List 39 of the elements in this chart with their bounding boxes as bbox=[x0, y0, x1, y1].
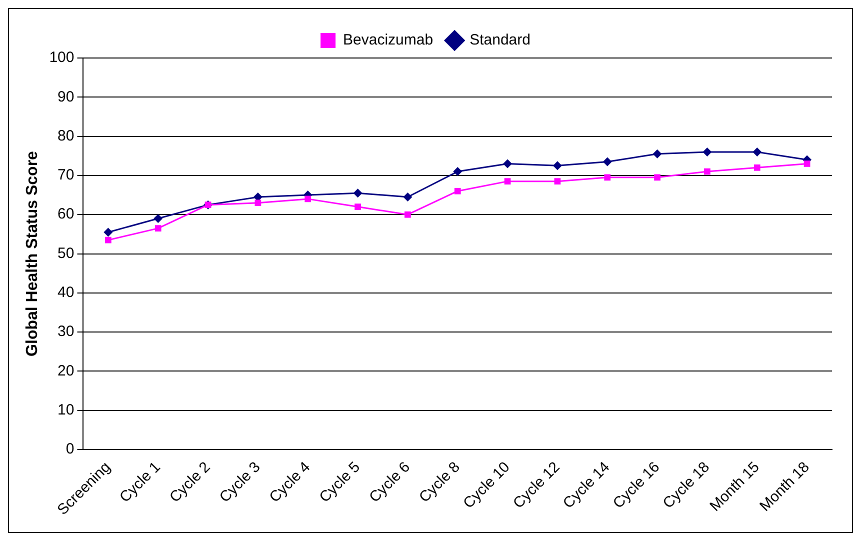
point bbox=[154, 214, 163, 224]
point bbox=[105, 236, 112, 244]
point bbox=[652, 149, 662, 158]
y-tick-label: 50 bbox=[58, 244, 74, 262]
point bbox=[604, 174, 611, 181]
point bbox=[754, 164, 760, 171]
y-tick-label: 30 bbox=[58, 323, 74, 340]
point bbox=[354, 204, 361, 210]
y-tick-label: 20 bbox=[58, 362, 74, 380]
point bbox=[453, 167, 462, 176]
point bbox=[104, 228, 113, 237]
point bbox=[704, 168, 710, 175]
point bbox=[552, 161, 562, 170]
y-tick-label: 80 bbox=[58, 127, 74, 144]
point bbox=[504, 178, 511, 185]
point bbox=[702, 147, 712, 156]
point bbox=[353, 188, 362, 198]
point bbox=[602, 157, 612, 166]
y-tick-label: 90 bbox=[58, 88, 74, 106]
point bbox=[752, 147, 762, 156]
point bbox=[154, 225, 162, 232]
y-tick-label: 10 bbox=[58, 402, 74, 418]
y-tick-label: 70 bbox=[58, 166, 74, 184]
point bbox=[403, 192, 412, 202]
legend-label: Standard bbox=[470, 32, 530, 49]
point bbox=[654, 174, 660, 181]
point bbox=[254, 200, 262, 206]
point bbox=[454, 188, 461, 194]
y-tick-label: 0 bbox=[66, 440, 74, 458]
point bbox=[304, 196, 312, 202]
point bbox=[804, 160, 810, 167]
point bbox=[503, 159, 512, 168]
point bbox=[404, 211, 411, 218]
y-tick-label: 40 bbox=[58, 284, 74, 302]
y-tick-label: 100 bbox=[49, 49, 74, 66]
legend-label: Bevacizumab bbox=[343, 32, 434, 49]
point bbox=[554, 178, 561, 185]
y-axis-title: Global Health Status Score bbox=[24, 150, 42, 356]
y-tick-label: 60 bbox=[58, 206, 74, 223]
